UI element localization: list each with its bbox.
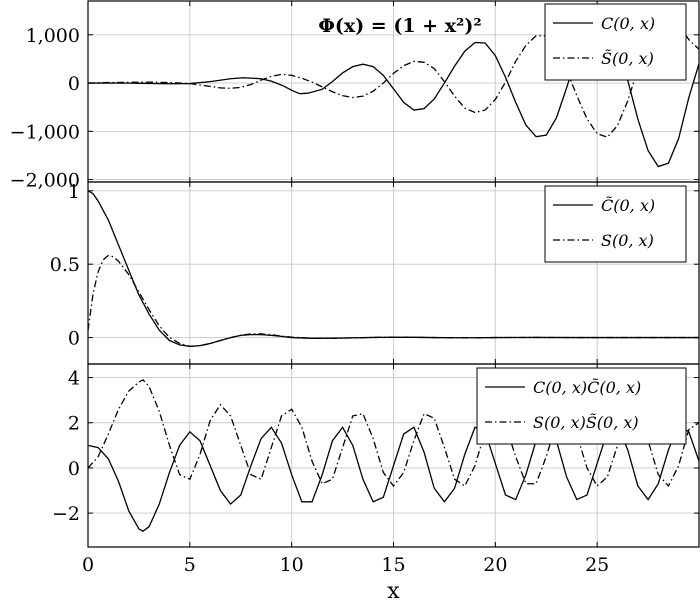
x-tick-label: 25 [585, 554, 609, 576]
chart-title: Φ(x) = (1 + x²)² [318, 15, 481, 37]
y-tick-label: 2 [68, 413, 80, 435]
series-line-1 [88, 423, 699, 532]
series-line-2 [88, 14, 699, 138]
legend: C̃(0, x) S(0, x) [544, 185, 687, 263]
series-line-1 [88, 190, 699, 348]
legend-box [544, 185, 687, 263]
y-tick-label: 4 [68, 368, 80, 390]
y-tick-label: −2,000 [10, 170, 80, 192]
y-tick-label: −1,000 [10, 121, 80, 143]
legend-label-1: C(0, x)C̃(0, x) [533, 378, 641, 397]
y-tick-label: 0 [68, 458, 80, 480]
legend-label-2: S(0, x) [601, 231, 654, 250]
legend: C(0, x) S̃(0, x) [544, 3, 687, 81]
chart-panel-3: −2 0 2 4 0 5 10 15 20 25 x C(0, x)C̃(0, x) S(0, x)S̃… [52, 363, 700, 603]
y-tick-label: 0 [68, 73, 80, 95]
chart-panel-1: −2,000 −1,000 0 1,000 Φ(x) = (1 + x²)² C(0, x… [10, 0, 700, 192]
legend-label-2: S(0, x)S̃(0, x) [533, 413, 639, 432]
legend-label-2: S̃(0, x) [601, 49, 654, 68]
legend: C(0, x)C̃(0, x) S(0, x)S̃(0, x) [476, 367, 687, 445]
x-tick-label: 0 [82, 554, 94, 576]
y-tick-label: 0 [68, 328, 80, 350]
y-tick-label: −2 [52, 503, 80, 525]
x-tick-label: 20 [483, 554, 507, 576]
y-tick-label: 1,000 [26, 25, 80, 47]
x-tick-label: 10 [280, 554, 304, 576]
legend-box [476, 367, 687, 445]
y-tick-label: 0.5 [50, 254, 80, 276]
series-line-2 [88, 378, 699, 488]
chart-root: −2,000 −1,000 0 1,000 Φ(x) = (1 + x²)² C(0, x… [10, 0, 700, 603]
legend-box [544, 3, 687, 81]
legend-label-1: C̃(0, x) [601, 196, 655, 215]
x-axis-label: x [387, 579, 400, 603]
x-tick-label: 5 [184, 554, 196, 576]
legend-label-1: C(0, x) [601, 14, 655, 33]
y-tick-label: 1 [68, 181, 80, 203]
chart-panel-2: 0 0.5 1 C̃(0, x) S(0, x) [50, 181, 700, 365]
x-tick-label: 15 [381, 554, 405, 576]
